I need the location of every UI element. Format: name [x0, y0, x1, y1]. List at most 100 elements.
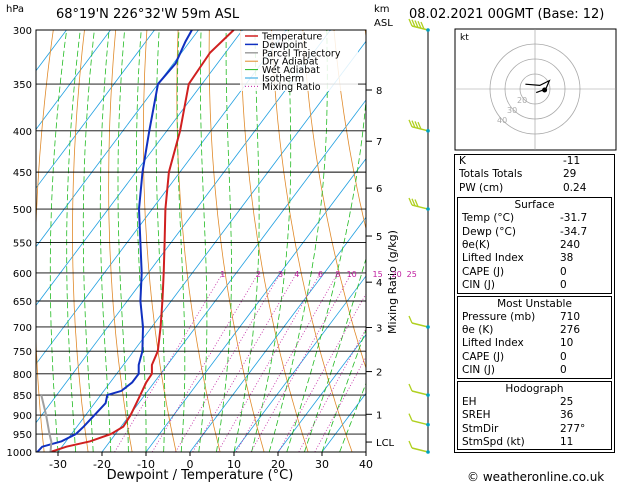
wind-barb-feather	[408, 315, 413, 324]
row-label: θe (K)	[462, 324, 494, 337]
dry-adiabat-line	[615, 30, 629, 452]
km-tick-label: 4	[376, 278, 382, 289]
wet-adiabat-line	[339, 382, 366, 452]
row-label: Lifted Index	[462, 337, 524, 350]
pressure-tick-label: 350	[13, 80, 32, 91]
surface-rows: Temp (°C) -31.7 Dewp (°C) -34.7 θe(K) 240 Lift…	[458, 212, 611, 292]
storm-motion-marker	[542, 87, 548, 93]
table-row: Lifted Index 38	[458, 252, 611, 265]
wet-adiabat-line	[176, 30, 186, 452]
pressure-tick-label: 850	[13, 391, 32, 402]
wind-barb	[411, 390, 429, 396]
wind-barb-feather	[408, 197, 413, 206]
unstable-section: Most Unstable Pressure (mb) 710 θe (K) 276 L…	[457, 295, 612, 379]
table-row: PW (cm) 0.24	[455, 182, 614, 195]
wet-adiabat-line	[198, 30, 208, 452]
wet-adiabat-line	[268, 30, 328, 452]
row-label: StmSpd (kt)	[462, 435, 525, 448]
row-label: CIN (J)	[462, 279, 495, 292]
mixing-ratio-label: 15	[373, 270, 383, 279]
wind-level-dot	[426, 129, 430, 133]
pressure-tick-label: 300	[13, 26, 32, 37]
surface-section: Surface Temp (°C) -31.7 Dewp (°C) -34.7 θe(K…	[457, 197, 612, 294]
table-row: StmSpd (kt) 11	[458, 436, 611, 449]
row-value: 0.24	[563, 181, 587, 194]
isotherm-line	[57, 40, 366, 452]
pressure-tick-label: 800	[13, 370, 32, 381]
pressure-tick-label: 500	[13, 205, 32, 216]
row-value: -11	[563, 155, 581, 167]
row-label: SREH	[462, 409, 491, 422]
legend-label: Dry Adiabat	[262, 57, 319, 68]
row-value: -31.7	[560, 212, 588, 225]
wind-barb-feather	[411, 120, 416, 128]
profiles	[36, 30, 235, 452]
hodograph-ring-label: 40	[497, 116, 507, 125]
table-row: Pressure (mb) 710	[458, 311, 611, 324]
wind-barb-feather	[408, 383, 413, 392]
wind-level-dot	[426, 393, 430, 397]
wind-barb	[411, 322, 429, 328]
indices-rows: K -11 Totals Totals 29 PW (cm) 0.24	[455, 155, 614, 195]
mixing-ratio-label: 4	[294, 270, 299, 279]
table-row: θe(K) 240	[458, 239, 611, 252]
row-value: 276	[560, 324, 581, 337]
row-label: K	[459, 155, 466, 167]
wind-level-dot	[426, 28, 430, 32]
hodograph-frame	[454, 28, 617, 151]
pressure-tick-label: 450	[13, 168, 32, 179]
table-row: StmDir 277°	[458, 423, 611, 436]
copyright-footer: © weatheronline.co.uk	[467, 470, 605, 484]
wind-barb-feather	[414, 20, 419, 28]
isotherm-line	[145, 158, 366, 452]
wind-barb	[411, 419, 429, 426]
mixing-ratio-line	[250, 272, 353, 452]
x-tick-label: 40	[359, 458, 373, 471]
row-label: Dewp (°C)	[462, 225, 516, 238]
table-row: Lifted Index 10	[458, 337, 611, 350]
wind-barb-feather	[408, 413, 413, 421]
wet-adiabat-line	[155, 30, 166, 452]
mixing-ratio-label: 3	[278, 270, 283, 279]
mixing-ratio-label: 6	[318, 270, 323, 279]
asl-label: ASL	[374, 18, 393, 29]
mixing-ratio-line	[235, 272, 339, 452]
isotherm-line	[101, 99, 366, 452]
row-label: CIN (J)	[462, 364, 495, 377]
x-tick-label: -10	[137, 458, 155, 471]
hodograph-table-title: Hodograph	[505, 382, 564, 395]
table-row: CIN (J) 0	[458, 279, 611, 292]
isotherm-line	[36, 30, 199, 248]
hodograph-rows: EH 25 SREH 36 StmDir 277° StmSpd (kt) 11	[458, 396, 611, 450]
isotherm-line	[36, 30, 331, 424]
mixing-ratio-label: 25	[407, 270, 417, 279]
table-row: θe (K) 276	[458, 324, 611, 337]
dry-adiabat-line	[240, 30, 309, 452]
row-value: 11	[560, 435, 574, 448]
table-row: CAPE (J) 0	[458, 351, 611, 364]
wet-adiabat-line	[136, 30, 147, 452]
mixing-ratio-label: 1	[220, 270, 225, 279]
row-label: StmDir	[462, 422, 499, 435]
dry-adiabat-line	[176, 30, 221, 452]
mixing-ratio-label: 2	[256, 270, 261, 279]
dry-adiabat-line	[333, 30, 366, 231]
pressure-tick-label: 700	[13, 323, 32, 334]
x-tick-label: 10	[227, 458, 241, 471]
wet-adiabat-line	[49, 30, 67, 452]
table-row: Dewp (°C) -34.7	[458, 226, 611, 239]
wind-barb-feather	[414, 121, 419, 129]
wind-barb-feather	[408, 119, 413, 128]
hpa-label: hPa	[6, 4, 24, 15]
y2-axis-label: Mixing Ratio (g/kg)	[386, 230, 399, 334]
dewpoint-profile	[36, 30, 193, 452]
surface-title: Surface	[514, 199, 555, 212]
wet-adiabat-line	[216, 30, 232, 452]
wind-level-dot	[426, 207, 430, 211]
dry-adiabat-line	[208, 30, 265, 452]
location-title: 68°19'N 226°32'W 59m ASL	[56, 7, 240, 22]
mixing-ratio-line	[278, 293, 366, 452]
row-value: 0	[560, 279, 567, 292]
pressure-tick-label: 1000	[7, 448, 32, 459]
